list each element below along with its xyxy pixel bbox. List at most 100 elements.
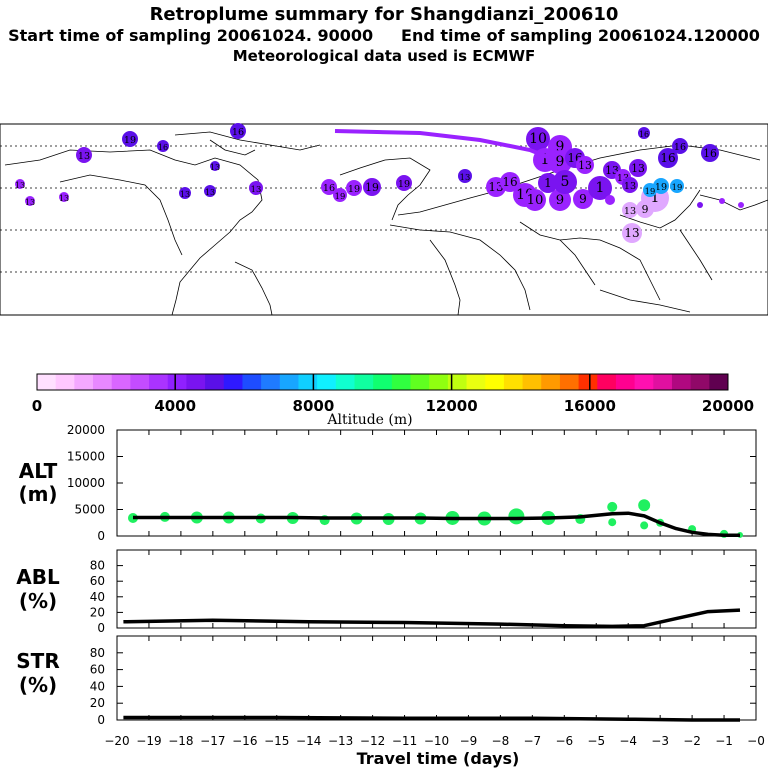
plume-circle-label: 19 — [348, 184, 360, 195]
plume-circle — [588, 176, 612, 200]
x-tick-label: −7 — [523, 734, 541, 748]
plume-circle — [76, 147, 92, 163]
plume-circle-label: 16 — [232, 127, 244, 138]
colorbar-cell — [149, 374, 169, 390]
alt-scatter-point — [608, 518, 617, 527]
colorbar-cell — [391, 374, 412, 390]
plume-circle — [25, 196, 35, 206]
plume-circle-label: 19 — [398, 179, 410, 190]
plume-circle — [573, 189, 593, 209]
plume-circle — [622, 223, 642, 243]
colorbar-cell — [541, 374, 561, 390]
colorbar-tick-label: 20000 — [702, 397, 754, 415]
plume-circle-label: 9 — [642, 203, 649, 216]
y-tick-label: 20 — [90, 696, 105, 710]
plume-circle-label: 16 — [323, 183, 335, 194]
plume-circle — [553, 170, 577, 194]
colorbar-cell — [111, 374, 131, 390]
plume-circle-label: 13 — [78, 151, 90, 162]
plume-circle-label: 16 — [703, 147, 717, 160]
plume-circle — [396, 175, 412, 191]
x-tick-label: −4 — [619, 734, 637, 748]
plume-circle — [333, 188, 347, 202]
colorbar-cell — [485, 374, 505, 390]
colorbar: 0 4000 8000 12000 16000 20000 Altitude (m) — [32, 373, 754, 428]
plume-circle-label: 19 — [124, 135, 136, 146]
y-tick-label: 40 — [90, 679, 105, 693]
colorbar-cell — [559, 374, 580, 390]
colorbar-cell — [261, 374, 281, 390]
plume-circle — [622, 177, 638, 193]
plume-circle-label: 13 — [605, 164, 619, 177]
colorbar-cell — [410, 374, 430, 390]
plume-circle-label: 13 — [59, 194, 69, 203]
y-axis-unit: (%) — [19, 673, 57, 697]
plume-circle-label: 10 — [529, 131, 547, 147]
plume-circle — [605, 195, 615, 205]
y-tick-label: 80 — [90, 646, 105, 660]
plume-circle — [538, 173, 558, 193]
plume-circle-label: 19 — [672, 182, 683, 192]
colorbar-cell — [522, 374, 542, 390]
y-tick-label: 0 — [97, 529, 105, 543]
plume-circle-label: 9 — [556, 154, 565, 170]
plume-circle-label: 1 — [651, 190, 660, 206]
plume-circle — [643, 183, 657, 197]
sampling-times: Start time of sampling 20061024. 90000 E… — [8, 26, 760, 45]
colorbar-cell — [205, 374, 225, 390]
colorbar-cell — [690, 374, 710, 390]
colorbar-cell — [709, 374, 729, 390]
panel-frame — [116, 549, 757, 629]
colorbar-cell — [597, 374, 617, 390]
x-tick-label: −15 — [264, 734, 289, 748]
colorbar-tick-label: 4000 — [154, 397, 196, 415]
x-tick-label: −9 — [460, 734, 478, 748]
plume-circle-label: 19 — [655, 182, 667, 193]
colorbar-cell — [93, 374, 113, 390]
y-tick-label: 15000 — [67, 450, 105, 464]
plume-circle — [636, 200, 654, 218]
colorbar-cell — [130, 374, 150, 390]
plume-circle-label: 13 — [25, 198, 35, 207]
x-tick-label: −6 — [555, 734, 573, 748]
y-tick-label: 20 — [90, 605, 105, 619]
plume-circle-label: 13 — [251, 184, 262, 194]
colorbar-cell — [335, 374, 355, 390]
colorbar-cell — [503, 374, 524, 390]
plume-circle — [458, 169, 472, 183]
plume-circle-label: 13 — [210, 163, 220, 172]
plume-circle — [122, 131, 138, 147]
colorbar-cell — [74, 374, 94, 390]
x-tick-label: −0 — [747, 734, 765, 748]
plume-circle-label: 9 — [556, 193, 564, 208]
plume-circle — [346, 180, 362, 196]
colorbar-cell — [242, 374, 262, 390]
plume-circle-label: 13 — [578, 159, 592, 172]
plume-circle — [670, 179, 684, 193]
plume-circle-label: 13 — [15, 181, 25, 190]
x-tick-label: −20 — [104, 734, 129, 748]
plume-circle — [697, 202, 703, 208]
colorbar-cell — [279, 374, 299, 390]
colorbar-tick-label: 12000 — [426, 397, 478, 415]
x-tick-label: −3 — [651, 734, 669, 748]
y-axis-label: ABL — [16, 565, 60, 589]
plume-circle-label: 16 — [158, 143, 168, 152]
plume-circle — [363, 178, 381, 196]
abl-series-line — [123, 608, 741, 629]
plume-circle-label: 1 — [544, 176, 552, 190]
y-axis-unit: (%) — [19, 589, 57, 613]
plume-circle — [204, 185, 216, 197]
y-tick-label: 5000 — [74, 503, 105, 517]
plume-circle — [719, 198, 725, 204]
plume-circle — [701, 144, 719, 162]
colorbar-cell — [653, 374, 673, 390]
colorbar-cell — [223, 374, 243, 390]
colorbar-frame — [36, 373, 729, 391]
x-tick-label: −12 — [360, 734, 385, 748]
colorbar-cell — [466, 374, 486, 390]
time-series-panels: 05000100001500020000ALT(m)020406080ABL(%… — [16, 423, 765, 748]
colorbar-cell — [354, 374, 374, 390]
colorbar-cell — [186, 374, 206, 390]
